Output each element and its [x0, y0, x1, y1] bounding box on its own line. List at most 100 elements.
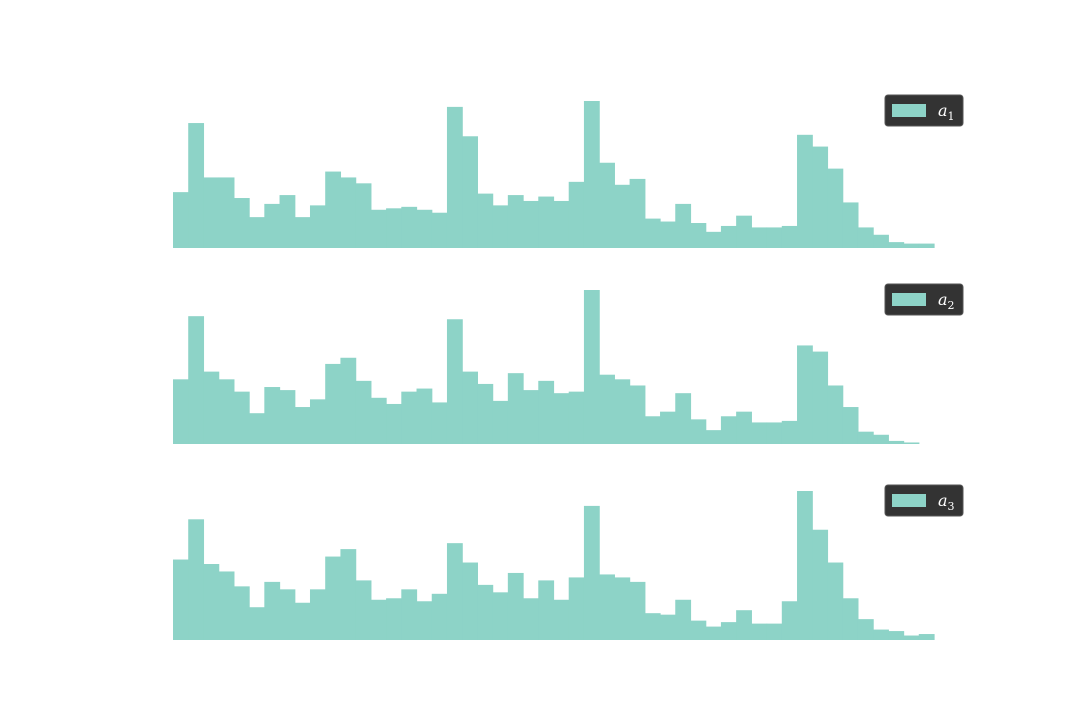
histogram-bar: [203, 371, 220, 444]
histogram-bar: [477, 193, 494, 248]
histogram-bar: [568, 391, 585, 444]
histogram-bar: [660, 221, 676, 248]
histogram-bar: [781, 601, 798, 640]
histogram-bar: [249, 607, 265, 640]
histogram-bar: [614, 379, 631, 444]
histogram-bar: [873, 629, 889, 640]
histogram-bar: [797, 345, 813, 444]
histogram-bar: [340, 357, 357, 444]
histogram-bar: [644, 218, 661, 248]
histogram-bar: [568, 577, 585, 640]
histogram-bar: [751, 422, 768, 444]
histogram-bar: [629, 385, 646, 444]
histogram-bar: [720, 225, 737, 248]
histogram-bar: [386, 403, 402, 444]
histogram-bar: [766, 227, 783, 248]
histogram-bar: [294, 602, 311, 640]
histogram-bar: [477, 584, 494, 640]
histogram-bar: [309, 399, 326, 444]
histogram-bar: [294, 217, 311, 248]
histogram-bar: [599, 574, 615, 640]
histogram-bar: [294, 407, 311, 444]
histogram-bar: [842, 202, 859, 248]
histogram-bar: [492, 205, 509, 248]
histogram-bar: [203, 177, 220, 248]
histogram-bar: [888, 440, 905, 444]
histogram-bar: [736, 610, 752, 640]
histogram-bar: [370, 209, 387, 248]
histogram-bar: [675, 203, 692, 248]
histogram-bar: [812, 529, 829, 640]
histogram-bar: [705, 430, 722, 444]
histogram-bar: [401, 589, 418, 640]
histogram-bar: [325, 171, 342, 248]
histogram-bar: [812, 146, 829, 248]
histogram-bar: [462, 136, 478, 248]
histogram-bar: [675, 393, 692, 444]
histogram-bar: [446, 319, 463, 444]
histogram-bar: [523, 200, 539, 248]
histogram-bar: [370, 397, 387, 444]
histogram-bar: [797, 134, 813, 248]
histogram-bar: [614, 184, 631, 248]
histogram-bar: [173, 559, 189, 640]
legend-2: a2: [884, 283, 964, 316]
legend-swatch: [892, 494, 926, 507]
histogram-bar: [644, 613, 661, 640]
histogram-bar: [233, 391, 250, 444]
histogram-bar: [279, 589, 296, 640]
histogram-bar: [309, 589, 326, 640]
legend-3: a3: [884, 484, 964, 517]
histogram-bar: [918, 634, 935, 640]
histogram-bar: [873, 234, 889, 248]
histogram-bar: [812, 351, 829, 444]
histogram-bar: [583, 290, 600, 444]
histogram-bar: [173, 379, 189, 444]
histogram-bar: [188, 123, 205, 248]
histogram-bar: [918, 243, 935, 248]
histogram-bar: [264, 203, 281, 248]
histogram-bar: [386, 208, 402, 248]
histogram-bar: [249, 217, 265, 248]
histogram-bar: [766, 422, 783, 444]
histogram-panel-3: a3: [173, 484, 964, 640]
histogram-bar: [264, 387, 281, 444]
histogram-bar: [507, 195, 524, 248]
histogram-bar: [873, 434, 889, 444]
histogram-bar: [446, 543, 463, 640]
histogram-bar: [355, 183, 372, 248]
histogram-bar: [599, 162, 615, 248]
histogram-bar: [462, 371, 478, 444]
histogram-bar: [903, 243, 920, 248]
histogram-bar: [325, 363, 342, 444]
histogram-bar: [720, 622, 737, 640]
histogram-bar: [188, 519, 205, 640]
histogram-bar: [629, 178, 646, 248]
histogram-bar: [827, 562, 844, 640]
histogram-bar: [842, 407, 859, 444]
histogram-bar: [492, 592, 509, 640]
histogram-bar: [446, 106, 463, 248]
histogram-bar: [797, 491, 813, 640]
histogram-bar: [401, 391, 418, 444]
histogram-bar: [857, 431, 874, 444]
histogram-bar: [462, 562, 478, 640]
histogram-bar: [644, 416, 661, 444]
legend-swatch: [892, 293, 926, 306]
histogram-bar: [233, 586, 250, 640]
histogram-bar: [279, 390, 296, 444]
histogram-bar: [507, 373, 524, 444]
histogram-bar: [370, 599, 387, 640]
histogram-bar: [888, 242, 905, 248]
histogram-bar: [660, 411, 676, 444]
histogram-bar: [736, 411, 752, 444]
histogram-bar: [553, 200, 570, 248]
histogram-bar: [233, 198, 250, 248]
histogram-bar: [903, 635, 920, 640]
histogram-bar: [599, 374, 615, 444]
histogram-bar: [857, 619, 874, 640]
histogram-bar: [431, 402, 448, 444]
histogram-bar: [386, 598, 402, 640]
histogram-bar: [827, 385, 844, 444]
